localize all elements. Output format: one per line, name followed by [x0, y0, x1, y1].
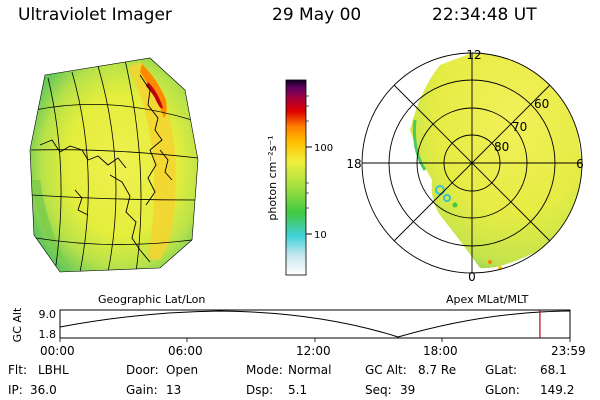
colorbar-tick-10: 10 — [314, 230, 327, 241]
mlt-label-12: 12 — [466, 48, 481, 62]
geographic-map — [29, 57, 199, 273]
dsp-label: Dsp: — [246, 383, 274, 397]
colorbar: 100 10 photon cm⁻²s⁻¹ — [266, 79, 333, 276]
geo-graticule — [30, 59, 198, 272]
geo-frame — [29, 57, 199, 273]
colorbar-scale — [285, 79, 307, 276]
seq-value: 39 — [400, 383, 416, 397]
gain-value: 13 — [166, 383, 182, 397]
altitude-curve — [59, 310, 571, 338]
time-tick-1200: 12:00 — [296, 344, 331, 358]
glat-value: 68.1 — [540, 363, 567, 377]
ip-value: 36.0 — [30, 383, 57, 397]
mlt-label-0: 0 — [468, 270, 476, 284]
time-tick-1800: 18:00 — [423, 344, 458, 358]
date-label: 29 May 00 — [272, 5, 362, 25]
polar-map: 12 18 6 0 60 70 80 — [346, 48, 583, 284]
polar-grid — [361, 52, 583, 274]
mode-value: Normal — [288, 363, 332, 377]
geo-coastlines — [39, 74, 173, 263]
polar-caption: Apex MLat/MLT — [446, 293, 529, 306]
filter-value: LBHL — [38, 363, 69, 377]
mlat-label-60: 60 — [534, 97, 549, 111]
mlt-label-6: 6 — [576, 157, 584, 171]
altitude-ytick-min: 1.8 — [39, 328, 57, 341]
polar-emission-region — [410, 53, 582, 269]
door-value: Open — [166, 363, 199, 377]
time-tick-0000: 00:00 — [40, 344, 75, 358]
mode-label: Mode: — [246, 363, 283, 377]
colorbar-tick-100: 100 — [314, 143, 333, 154]
geo-peak-emission — [146, 82, 163, 109]
time-tick-2359: 23:59 — [551, 344, 586, 358]
gcalt-value: 8.7 Re — [418, 363, 457, 377]
time-label: 22:34:48 UT — [432, 5, 537, 25]
altitude-plot: GC Alt 9.0 1.8 — [11, 307, 571, 342]
glon-value: 149.2 — [540, 383, 575, 397]
mlt-label-18: 18 — [346, 157, 361, 171]
altitude-plot-frame — [59, 309, 571, 339]
filter-label: Flt: — [8, 363, 27, 377]
altitude-ylabel: GC Alt — [11, 307, 24, 342]
glat-label: GLat: — [485, 363, 518, 377]
mlat-label-70: 70 — [512, 120, 527, 134]
dsp-value: 5.1 — [288, 383, 308, 397]
geo-green-band — [30, 180, 70, 268]
glon-label: GLon: — [485, 383, 520, 397]
door-label: Door: — [126, 363, 159, 377]
app-title: Ultraviolet Imager — [18, 5, 172, 25]
ip-label: IP: — [8, 383, 23, 397]
gain-label: Gain: — [126, 383, 158, 397]
colorbar-label: photon cm⁻²s⁻¹ — [266, 135, 279, 220]
altitude-ytick-max: 9.0 — [39, 308, 57, 321]
geographic-caption: Geographic Lat/Lon — [98, 293, 206, 306]
seq-label: Seq: — [365, 383, 392, 397]
gcalt-label: GC Alt: — [365, 363, 407, 377]
time-tick-0600: 06:00 — [168, 344, 203, 358]
mlat-label-80: 80 — [494, 140, 509, 154]
